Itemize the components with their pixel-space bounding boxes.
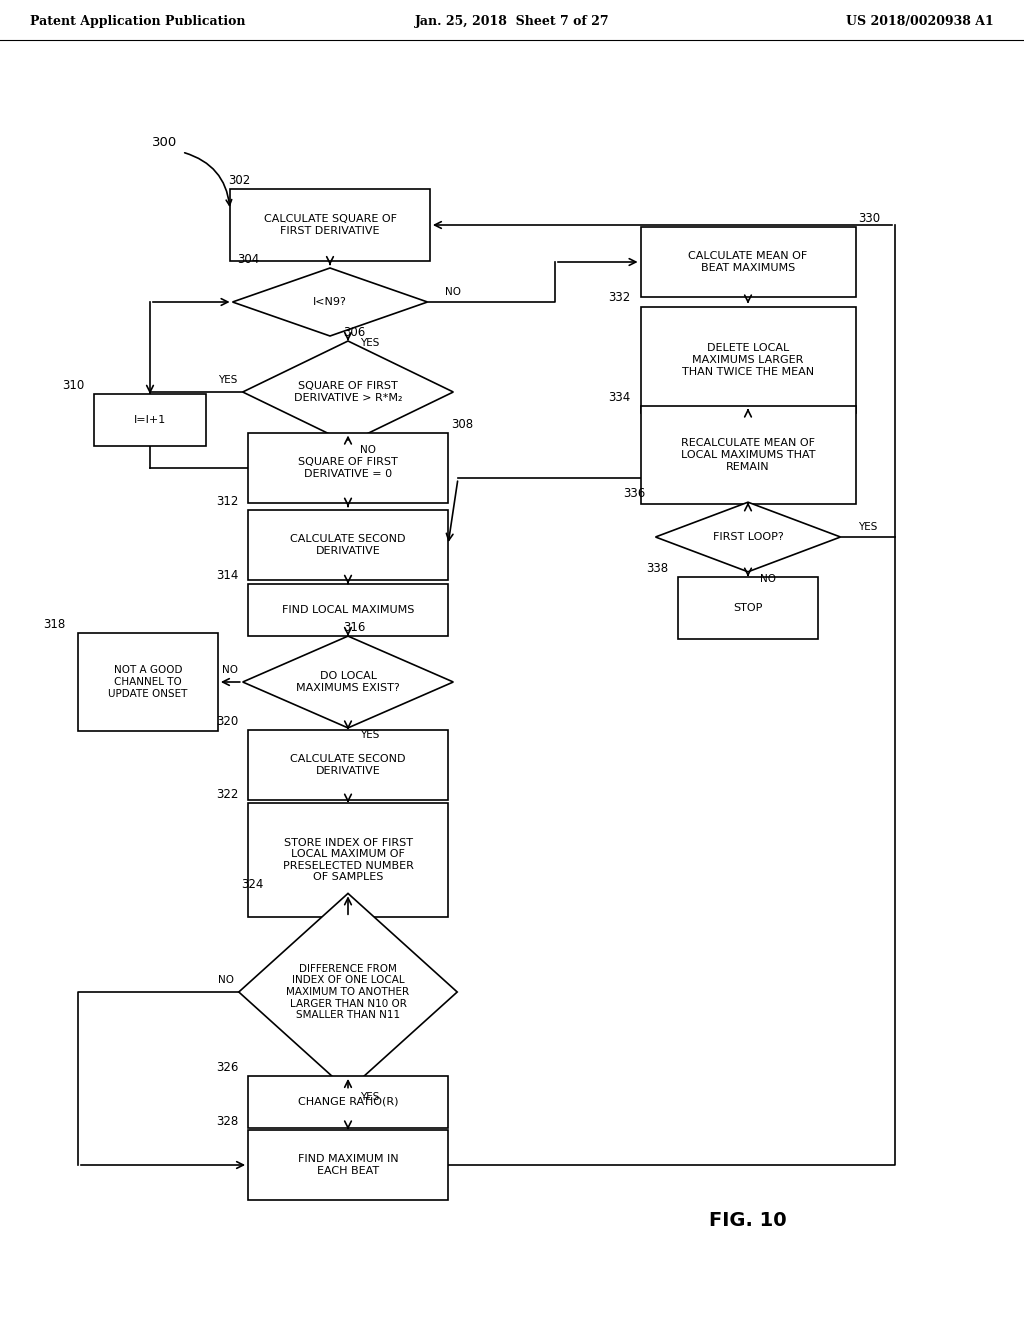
Text: 310: 310 xyxy=(62,379,84,392)
Text: 334: 334 xyxy=(608,391,631,404)
Text: CALCULATE SECOND
DERIVATIVE: CALCULATE SECOND DERIVATIVE xyxy=(290,535,406,556)
Text: STOP: STOP xyxy=(733,603,763,612)
Text: YES: YES xyxy=(360,730,379,741)
Text: 330: 330 xyxy=(858,211,881,224)
Text: DELETE LOCAL
MAXIMUMS LARGER
THAN TWICE THE MEAN: DELETE LOCAL MAXIMUMS LARGER THAN TWICE … xyxy=(682,343,814,376)
Text: 302: 302 xyxy=(228,174,250,186)
Text: 338: 338 xyxy=(646,562,669,574)
Text: 312: 312 xyxy=(216,495,239,508)
Text: YES: YES xyxy=(360,338,379,347)
Text: NO: NO xyxy=(760,574,776,583)
FancyBboxPatch shape xyxy=(248,730,449,800)
Text: I=I+1: I=I+1 xyxy=(134,414,166,425)
Text: FIG. 10: FIG. 10 xyxy=(710,1210,786,1229)
Text: NO: NO xyxy=(360,445,376,455)
Text: US 2018/0020938 A1: US 2018/0020938 A1 xyxy=(846,16,994,29)
FancyBboxPatch shape xyxy=(248,803,449,917)
Text: DIFFERENCE FROM
INDEX OF ONE LOCAL
MAXIMUM TO ANOTHER
LARGER THAN N10 OR
SMALLER: DIFFERENCE FROM INDEX OF ONE LOCAL MAXIM… xyxy=(287,964,410,1020)
Polygon shape xyxy=(243,341,454,444)
Text: 316: 316 xyxy=(343,622,366,634)
Text: FIND LOCAL MAXIMUMS: FIND LOCAL MAXIMUMS xyxy=(282,605,414,615)
Text: 326: 326 xyxy=(216,1061,239,1074)
Text: FIND MAXIMUM IN
EACH BEAT: FIND MAXIMUM IN EACH BEAT xyxy=(298,1154,398,1176)
Text: I<N9?: I<N9? xyxy=(313,297,347,308)
FancyBboxPatch shape xyxy=(640,405,855,504)
Polygon shape xyxy=(239,894,457,1090)
Text: DO LOCAL
MAXIMUMS EXIST?: DO LOCAL MAXIMUMS EXIST? xyxy=(296,671,400,693)
FancyBboxPatch shape xyxy=(248,510,449,579)
Text: 320: 320 xyxy=(216,714,239,727)
Text: 322: 322 xyxy=(216,788,239,801)
Text: SQUARE OF FIRST
DERIVATIVE = 0: SQUARE OF FIRST DERIVATIVE = 0 xyxy=(298,457,398,479)
Text: CALCULATE SQUARE OF
FIRST DERIVATIVE: CALCULATE SQUARE OF FIRST DERIVATIVE xyxy=(263,214,396,236)
Text: YES: YES xyxy=(360,1093,379,1102)
Text: 306: 306 xyxy=(343,326,366,339)
Text: 304: 304 xyxy=(238,253,260,267)
Text: FIRST LOOP?: FIRST LOOP? xyxy=(713,532,783,543)
Text: Jan. 25, 2018  Sheet 7 of 27: Jan. 25, 2018 Sheet 7 of 27 xyxy=(415,16,609,29)
Text: RECALCULATE MEAN OF
LOCAL MAXIMUMS THAT
REMAIN: RECALCULATE MEAN OF LOCAL MAXIMUMS THAT … xyxy=(681,438,815,471)
Text: 324: 324 xyxy=(241,878,263,891)
Text: NO: NO xyxy=(218,975,233,985)
Text: YES: YES xyxy=(218,375,238,385)
FancyBboxPatch shape xyxy=(94,393,206,446)
Polygon shape xyxy=(243,636,454,727)
Text: NOT A GOOD
CHANNEL TO
UPDATE ONSET: NOT A GOOD CHANNEL TO UPDATE ONSET xyxy=(109,665,187,698)
FancyBboxPatch shape xyxy=(248,433,449,503)
Text: SQUARE OF FIRST
DERIVATIVE > R*M₂: SQUARE OF FIRST DERIVATIVE > R*M₂ xyxy=(294,381,402,403)
Text: YES: YES xyxy=(858,521,878,532)
Polygon shape xyxy=(655,502,841,572)
Text: Patent Application Publication: Patent Application Publication xyxy=(30,16,246,29)
FancyBboxPatch shape xyxy=(248,1130,449,1200)
FancyBboxPatch shape xyxy=(248,583,449,636)
FancyBboxPatch shape xyxy=(640,227,855,297)
Text: 332: 332 xyxy=(608,292,631,305)
Text: 318: 318 xyxy=(43,618,66,631)
Text: STORE INDEX OF FIRST
LOCAL MAXIMUM OF
PRESELECTED NUMBER
OF SAMPLES: STORE INDEX OF FIRST LOCAL MAXIMUM OF PR… xyxy=(283,838,414,882)
Text: NO: NO xyxy=(445,286,462,297)
Text: CALCULATE MEAN OF
BEAT MAXIMUMS: CALCULATE MEAN OF BEAT MAXIMUMS xyxy=(688,251,808,273)
FancyBboxPatch shape xyxy=(640,306,855,413)
Polygon shape xyxy=(232,268,427,337)
Text: 300: 300 xyxy=(152,136,177,149)
Text: 308: 308 xyxy=(451,417,473,430)
Text: 336: 336 xyxy=(624,487,646,500)
Text: NO: NO xyxy=(222,665,238,675)
FancyBboxPatch shape xyxy=(78,632,218,731)
Text: 314: 314 xyxy=(216,569,239,582)
Text: 328: 328 xyxy=(216,1114,239,1127)
Text: CALCULATE SECOND
DERIVATIVE: CALCULATE SECOND DERIVATIVE xyxy=(290,754,406,776)
Text: CHANGE RATIO(R): CHANGE RATIO(R) xyxy=(298,1097,398,1107)
FancyBboxPatch shape xyxy=(248,1076,449,1129)
FancyBboxPatch shape xyxy=(678,577,818,639)
FancyBboxPatch shape xyxy=(230,189,430,261)
